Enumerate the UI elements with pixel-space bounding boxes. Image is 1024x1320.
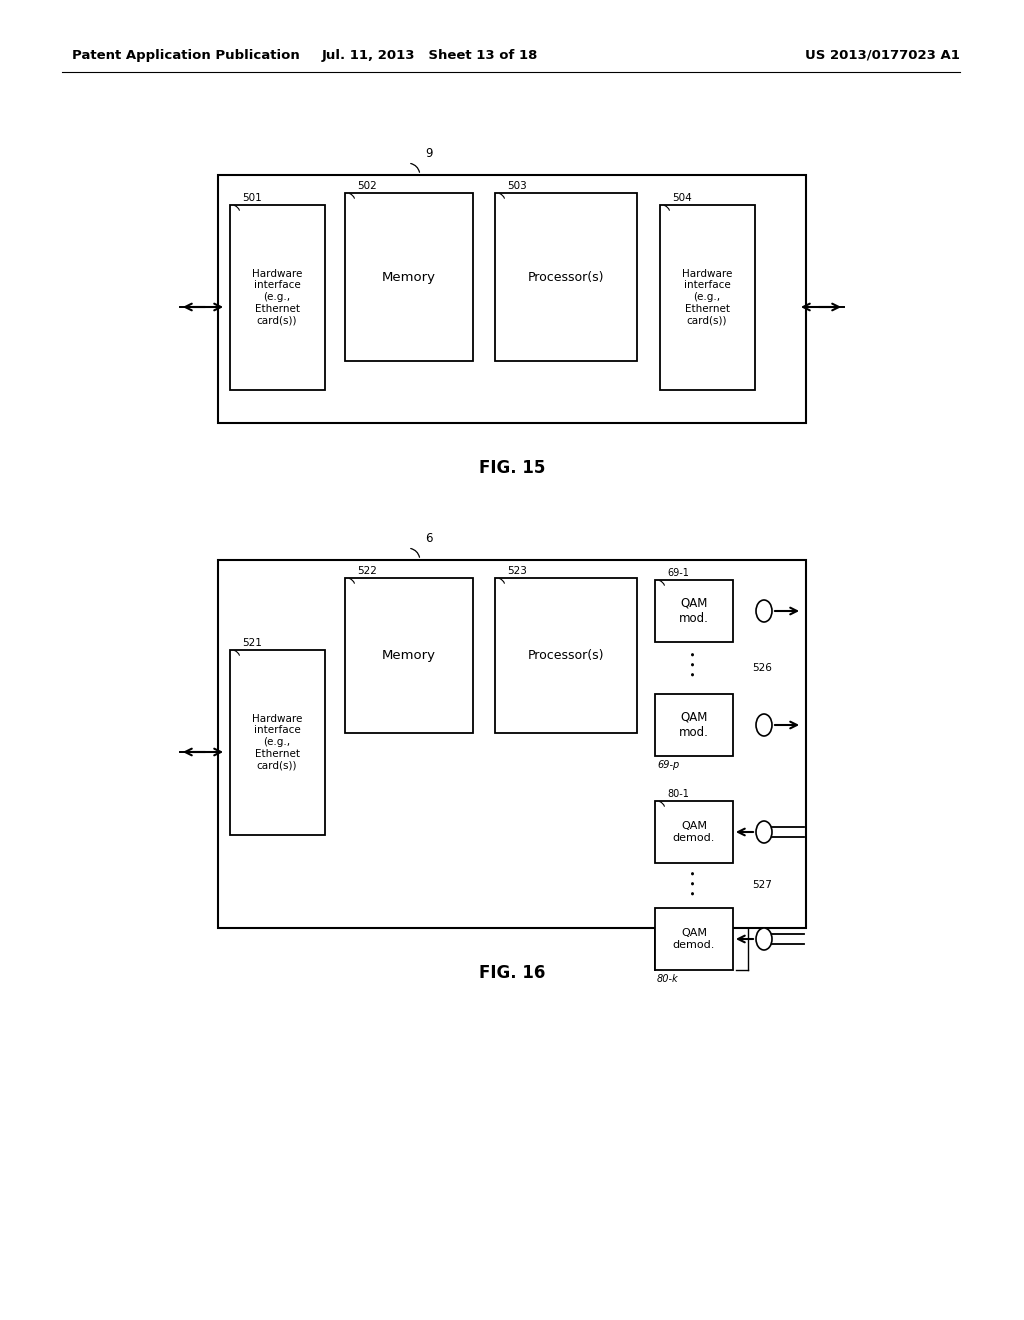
Text: • • •: • • • xyxy=(689,870,699,896)
Text: Jul. 11, 2013   Sheet 13 of 18: Jul. 11, 2013 Sheet 13 of 18 xyxy=(322,49,539,62)
Text: Processor(s): Processor(s) xyxy=(527,271,604,284)
Bar xyxy=(495,578,637,733)
Bar xyxy=(655,801,733,863)
Text: 521: 521 xyxy=(242,638,262,648)
Bar xyxy=(655,908,733,970)
Text: Processor(s): Processor(s) xyxy=(527,648,604,661)
Text: 526: 526 xyxy=(752,663,772,673)
Text: FIG. 16: FIG. 16 xyxy=(479,964,545,982)
Text: FIG. 15: FIG. 15 xyxy=(479,459,545,477)
Text: 504: 504 xyxy=(672,193,692,203)
Bar xyxy=(230,205,325,389)
Text: 6: 6 xyxy=(425,532,432,545)
Bar xyxy=(660,205,755,389)
Text: QAM
demod.: QAM demod. xyxy=(673,928,715,950)
Text: 9: 9 xyxy=(425,147,432,160)
Bar xyxy=(218,176,806,422)
Text: 69-1: 69-1 xyxy=(667,568,689,578)
Text: 503: 503 xyxy=(507,181,526,191)
Text: 501: 501 xyxy=(242,193,262,203)
Bar xyxy=(218,560,806,928)
Text: US 2013/0177023 A1: US 2013/0177023 A1 xyxy=(805,49,961,62)
Text: 69-p: 69-p xyxy=(657,760,679,770)
Text: Patent Application Publication: Patent Application Publication xyxy=(72,49,300,62)
Bar xyxy=(655,694,733,756)
Ellipse shape xyxy=(756,928,772,950)
Text: QAM
mod.: QAM mod. xyxy=(679,597,709,624)
Bar xyxy=(230,649,325,836)
Text: Memory: Memory xyxy=(382,271,436,284)
Bar xyxy=(495,193,637,360)
Bar xyxy=(655,579,733,642)
Text: • • •: • • • xyxy=(689,651,699,677)
Text: QAM
mod.: QAM mod. xyxy=(679,711,709,739)
Ellipse shape xyxy=(756,821,772,843)
Text: 80-k: 80-k xyxy=(657,974,679,983)
Text: 502: 502 xyxy=(357,181,377,191)
Bar xyxy=(345,578,473,733)
Ellipse shape xyxy=(756,601,772,622)
Text: QAM
demod.: QAM demod. xyxy=(673,821,715,842)
Text: Hardware
interface
(e.g.,
Ethernet
card(s)): Hardware interface (e.g., Ethernet card(… xyxy=(252,269,302,325)
Text: 527: 527 xyxy=(752,880,772,890)
Bar xyxy=(345,193,473,360)
Text: Hardware
interface
(e.g.,
Ethernet
card(s)): Hardware interface (e.g., Ethernet card(… xyxy=(682,269,732,325)
Text: 522: 522 xyxy=(357,566,377,576)
Text: 80-1: 80-1 xyxy=(667,789,689,799)
Text: Hardware
interface
(e.g.,
Ethernet
card(s)): Hardware interface (e.g., Ethernet card(… xyxy=(252,714,302,770)
Ellipse shape xyxy=(756,714,772,737)
Text: 523: 523 xyxy=(507,566,527,576)
Text: Memory: Memory xyxy=(382,648,436,661)
